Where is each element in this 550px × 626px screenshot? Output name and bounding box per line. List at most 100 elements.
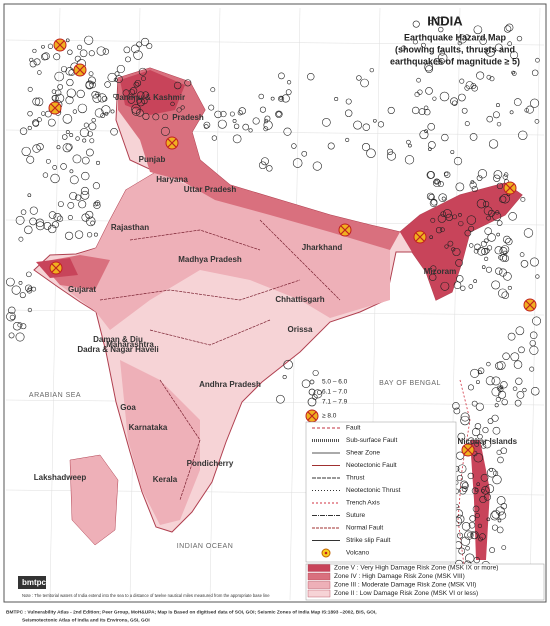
epicentre [518, 346, 525, 354]
epicentre [475, 380, 480, 384]
epicentre [327, 142, 335, 150]
great-quake-cross [505, 183, 515, 193]
epicentre [504, 25, 512, 33]
epicentre [180, 105, 185, 110]
zone-5-area [470, 440, 490, 560]
map-subtitle: earthquakes of magnitude ≥ 5) [390, 56, 520, 66]
epicentre [458, 547, 466, 555]
epicentre [141, 76, 146, 81]
region-label: Gujarat [68, 285, 96, 294]
epicentre [45, 158, 51, 164]
epicentre [65, 67, 74, 76]
sea-label: ARABIAN SEA [29, 392, 81, 399]
epicentre [96, 46, 106, 56]
epicentre [123, 46, 131, 54]
epicentre [160, 126, 170, 136]
epicentre [140, 37, 150, 47]
epicentre [438, 26, 444, 33]
epicentre [493, 174, 501, 182]
epicentre [229, 111, 235, 117]
fault-line [159, 379, 201, 501]
epicentre [80, 186, 90, 196]
epicentre [425, 65, 434, 74]
epicentre [466, 215, 477, 225]
epicentre [292, 158, 303, 168]
fault-line [259, 219, 341, 301]
epicentre [492, 426, 501, 435]
epicentre [530, 386, 540, 396]
epicentre [43, 221, 52, 230]
epicentre [467, 437, 475, 445]
epicentre [428, 193, 435, 201]
epicentre [65, 143, 73, 151]
epicentre [110, 109, 115, 114]
epicentre [406, 139, 411, 145]
epicentre [530, 98, 540, 108]
epicentre [270, 96, 275, 101]
epicentre [88, 50, 95, 57]
epicentre [485, 47, 496, 57]
epicentre [408, 143, 412, 148]
epicentre [44, 110, 52, 118]
epicentre [69, 169, 74, 174]
fault-label: Volcano [346, 550, 370, 557]
epicentre [69, 175, 79, 185]
great-quake-cross [415, 232, 425, 242]
epicentre [491, 376, 501, 386]
sea-label: BAY OF BENGAL [379, 380, 441, 387]
epicentre [94, 108, 104, 118]
epicentre [502, 352, 510, 360]
great-quake-cross [525, 300, 535, 310]
epicentre [62, 143, 72, 153]
magnitude-label: ≥ 8.0 [322, 413, 337, 420]
epicentre [468, 521, 476, 529]
region-label: Punjab [139, 155, 166, 164]
epicentre [173, 81, 182, 90]
epicentre [41, 53, 49, 61]
epicentre [55, 93, 65, 103]
epicentre [8, 332, 15, 339]
epicentre [512, 386, 518, 391]
epicentre [102, 48, 110, 55]
epicentre [307, 72, 315, 81]
epicentre [494, 403, 499, 408]
epicentre [505, 237, 513, 246]
epicentre [529, 340, 536, 347]
epicentre [263, 120, 273, 130]
epicentre [501, 291, 510, 300]
epicentre [474, 513, 480, 519]
epicentre [498, 268, 507, 277]
epicentre [444, 244, 449, 249]
graticule [5, 399, 545, 406]
epicentre [95, 160, 101, 165]
epicentre [523, 228, 534, 238]
epicentre [84, 35, 94, 45]
epicentre [439, 50, 446, 56]
epicentre [500, 245, 510, 254]
epicentre [468, 284, 474, 289]
epicentre [534, 119, 540, 124]
epicentre [52, 165, 58, 170]
epicentre [479, 37, 487, 45]
region-label: Jharkhand [302, 243, 343, 252]
epicentre [20, 323, 27, 330]
epicentre [496, 220, 503, 226]
epicentre [136, 108, 144, 117]
epicentre [496, 385, 502, 391]
epicentre [491, 524, 499, 531]
epicentre [127, 96, 135, 104]
epicentre [67, 201, 75, 209]
epicentre [483, 206, 493, 216]
epicentre [427, 123, 435, 131]
epicentre [453, 157, 463, 166]
epicentre [35, 221, 45, 231]
epicentre [464, 85, 470, 91]
region-label: Kerala [153, 475, 178, 484]
epicentre [529, 366, 535, 372]
epicentre [469, 133, 478, 141]
epicentre [47, 224, 57, 234]
epicentre [488, 209, 495, 217]
zone-label: Zone IV : High Damage Risk Zone (MSK VII… [334, 573, 465, 580]
epicentre [6, 311, 16, 322]
epicentre [420, 42, 426, 48]
